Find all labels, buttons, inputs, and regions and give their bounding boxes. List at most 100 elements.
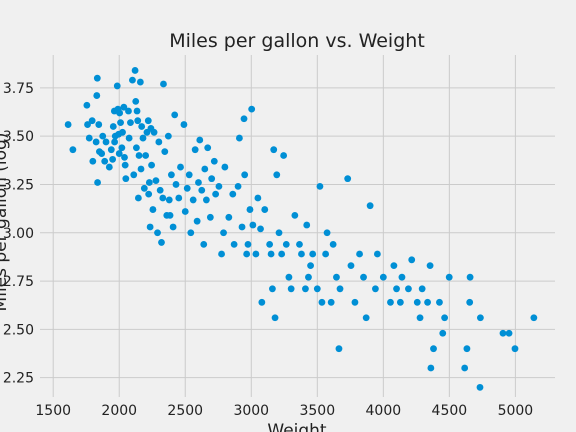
chart-title: Miles per gallon vs. Weight bbox=[169, 30, 425, 52]
data-point bbox=[132, 97, 140, 105]
data-point bbox=[169, 223, 177, 231]
data-point bbox=[145, 179, 153, 186]
data-point bbox=[115, 150, 123, 157]
data-point bbox=[333, 273, 340, 281]
y-tick-label: 2.75 bbox=[3, 274, 34, 290]
data-point bbox=[134, 117, 142, 125]
data-point bbox=[246, 206, 254, 213]
data-point bbox=[229, 190, 237, 198]
data-point bbox=[252, 250, 260, 258]
data-point bbox=[139, 134, 147, 142]
data-point bbox=[191, 146, 199, 154]
data-point bbox=[373, 250, 381, 258]
data-point bbox=[344, 175, 352, 183]
data-point bbox=[220, 229, 227, 237]
data-point bbox=[212, 190, 220, 198]
data-point bbox=[119, 128, 126, 136]
data-point bbox=[285, 273, 293, 281]
data-point bbox=[266, 240, 274, 248]
data-point bbox=[208, 175, 216, 183]
data-point bbox=[187, 229, 195, 237]
data-point bbox=[84, 121, 91, 128]
data-point bbox=[92, 138, 100, 146]
data-point bbox=[424, 298, 431, 306]
y-tick-labels: 2.25 2.50 2.75 3.00 3.25 3.50 3.75 bbox=[3, 81, 34, 387]
grid-lines bbox=[40, 55, 555, 397]
data-point bbox=[243, 250, 251, 258]
data-point bbox=[202, 196, 210, 204]
data-point bbox=[64, 121, 72, 128]
data-point bbox=[94, 179, 101, 186]
data-point bbox=[93, 74, 101, 82]
x-tick-labels: 1500 2000 2500 3000 3500 4000 4500 5000 bbox=[35, 403, 533, 419]
data-point bbox=[130, 171, 138, 179]
data-point bbox=[177, 163, 184, 171]
data-point bbox=[129, 76, 136, 84]
data-point bbox=[441, 314, 449, 322]
data-point bbox=[291, 211, 299, 219]
data-point bbox=[144, 117, 152, 125]
data-point bbox=[165, 196, 173, 204]
data-point bbox=[499, 329, 507, 337]
data-point bbox=[155, 138, 163, 146]
data-point bbox=[69, 146, 77, 154]
data-point bbox=[156, 186, 164, 194]
data-point bbox=[158, 239, 165, 246]
data-point bbox=[180, 121, 188, 128]
x-tick-label: 2500 bbox=[167, 403, 203, 419]
data-point bbox=[172, 181, 180, 188]
data-point bbox=[88, 117, 96, 125]
data-point bbox=[117, 119, 124, 127]
data-point bbox=[270, 146, 278, 154]
data-point bbox=[427, 364, 435, 372]
y-tick-label: 2.25 bbox=[3, 371, 34, 387]
data-point bbox=[218, 250, 225, 258]
data-point bbox=[280, 152, 288, 159]
data-point bbox=[261, 206, 269, 213]
data-point bbox=[195, 179, 202, 186]
data-point bbox=[215, 182, 223, 190]
data-point bbox=[132, 144, 140, 152]
data-point bbox=[134, 194, 142, 202]
data-point bbox=[85, 134, 93, 142]
data-point bbox=[303, 221, 311, 229]
data-point bbox=[159, 194, 167, 202]
data-point bbox=[287, 285, 295, 293]
data-point bbox=[258, 298, 266, 306]
data-point bbox=[183, 184, 191, 192]
data-point bbox=[121, 161, 129, 169]
data-point bbox=[313, 285, 321, 293]
data-point bbox=[225, 213, 233, 221]
data-point bbox=[327, 298, 335, 306]
data-point bbox=[298, 250, 305, 258]
data-point bbox=[379, 273, 387, 281]
data-point bbox=[254, 194, 262, 202]
data-point bbox=[463, 345, 471, 353]
y-tick-label: 3.00 bbox=[3, 226, 34, 242]
data-point bbox=[204, 144, 212, 152]
data-point bbox=[282, 240, 290, 248]
data-point bbox=[271, 314, 279, 322]
data-point bbox=[305, 273, 312, 281]
data-point bbox=[221, 163, 229, 171]
data-point bbox=[426, 262, 434, 270]
data-point bbox=[145, 190, 153, 198]
data-point bbox=[461, 364, 469, 372]
data-point bbox=[408, 256, 416, 264]
x-tick-label: 4000 bbox=[366, 403, 402, 419]
data-point bbox=[146, 223, 154, 231]
data-point bbox=[109, 155, 117, 163]
x-axis-label: Weight bbox=[267, 421, 327, 432]
data-point bbox=[248, 105, 256, 113]
data-point bbox=[430, 345, 437, 353]
data-point bbox=[120, 103, 128, 111]
data-point bbox=[418, 285, 426, 293]
data-point bbox=[140, 184, 148, 192]
data-point bbox=[125, 107, 132, 115]
data-point bbox=[185, 171, 193, 179]
data-point bbox=[118, 144, 126, 152]
data-point bbox=[238, 223, 246, 231]
data-point bbox=[171, 111, 179, 119]
data-point bbox=[125, 134, 133, 142]
